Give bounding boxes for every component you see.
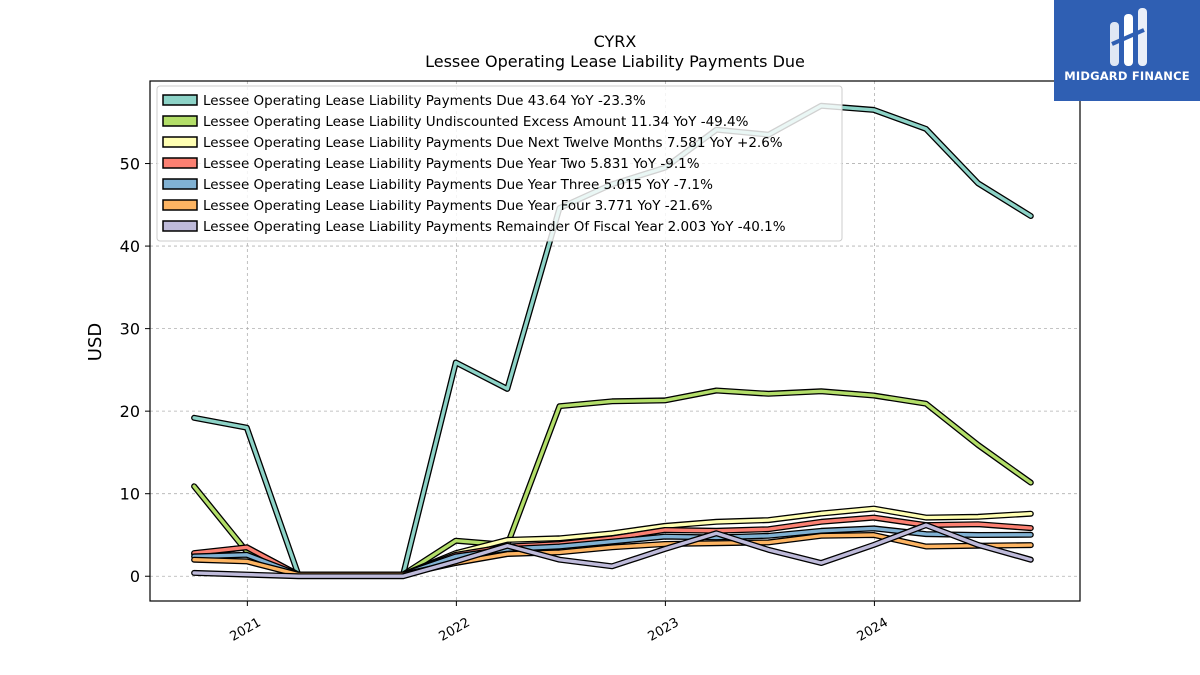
chart-subtitle: Lessee Operating Lease Liability Payment… [425, 52, 805, 71]
legend-entry: Lessee Operating Lease Liability Payment… [203, 135, 783, 151]
series-line [192, 523, 1033, 578]
plot-frame [149, 80, 1081, 602]
legend-swatch [162, 220, 198, 232]
x-tick-label: 2023 [646, 615, 682, 645]
legend-entry: Lessee Operating Lease Liability Payment… [203, 219, 786, 235]
y-tick-label: 50 [120, 155, 140, 174]
legend: Lessee Operating Lease Liability Payment… [156, 85, 843, 242]
legend-entry: Lessee Operating Lease Liability Payment… [203, 93, 646, 109]
series-layer [191, 102, 1034, 580]
y-tick-label: 30 [120, 320, 140, 339]
legend-box [156, 85, 843, 242]
chart-title: CYRX [594, 32, 637, 51]
legend-entry: Lessee Operating Lease Liability Undisco… [203, 114, 749, 130]
legend-entry: Lessee Operating Lease Liability Payment… [203, 156, 700, 172]
legend-swatch [162, 199, 198, 211]
series-7 [191, 522, 1034, 580]
legend-swatch [162, 178, 198, 190]
logo-mark-icon [1110, 8, 1147, 66]
x-tick-label: 2021 [228, 615, 264, 645]
brand-name: MIDGARD FINANCE [1064, 69, 1190, 83]
legend-swatch [162, 157, 198, 169]
y-tick-label: 10 [120, 485, 140, 504]
x-tick-label: 2024 [855, 615, 891, 645]
legend-entry: Lessee Operating Lease Liability Payment… [203, 198, 713, 214]
y-tick-label: 0 [130, 567, 140, 586]
legend-entry: Lessee Operating Lease Liability Payment… [203, 177, 713, 193]
x-tick-label: 2022 [437, 615, 473, 645]
legend-swatch [162, 94, 198, 106]
y-tick-label: 40 [120, 237, 140, 256]
y-axis-label: USD [85, 323, 106, 361]
y-tick-label: 20 [120, 402, 140, 421]
legend-swatch [162, 115, 198, 127]
brand-logo: MIDGARD FINANCE [1054, 0, 1200, 101]
legend-swatch [162, 136, 198, 148]
